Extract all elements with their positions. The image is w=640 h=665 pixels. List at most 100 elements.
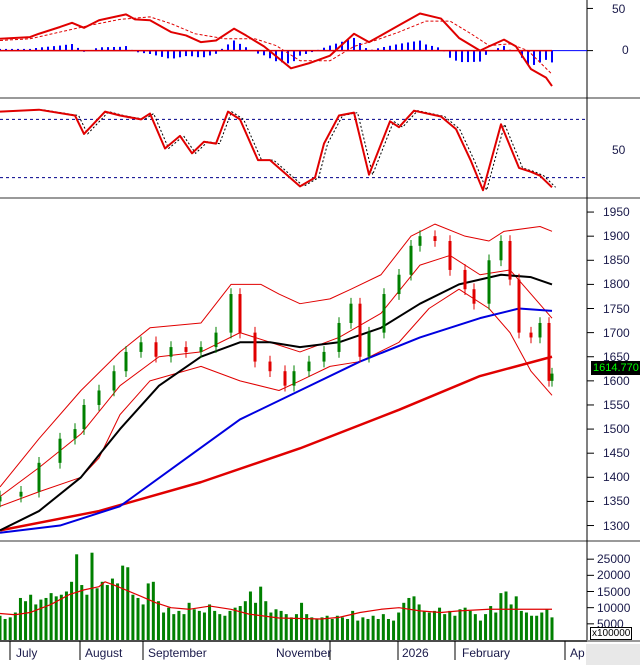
volume-bar xyxy=(504,591,508,640)
candle-body xyxy=(253,332,257,362)
macd-histogram-bar xyxy=(287,50,289,64)
macd-histogram-bar xyxy=(401,43,403,51)
candle-body xyxy=(199,347,203,352)
volume-bar xyxy=(540,612,544,640)
macd-histogram-bar xyxy=(29,48,31,51)
x-label-september: September xyxy=(148,646,207,660)
macd-histogram-bar xyxy=(209,50,211,56)
volume-bar xyxy=(519,610,523,640)
candle-body xyxy=(37,462,41,492)
volume-bar xyxy=(325,615,329,640)
candle-body xyxy=(538,322,542,338)
candle-body xyxy=(238,294,242,333)
candle-body xyxy=(214,332,218,348)
volume-bar xyxy=(264,601,268,640)
macd-histogram-bar xyxy=(215,50,217,54)
volume-bar xyxy=(330,618,334,640)
volume-bar xyxy=(136,597,140,640)
candle-body xyxy=(529,332,533,338)
candle-body xyxy=(0,496,2,502)
macd-histogram-bar xyxy=(113,46,115,51)
x-label-2026: 2026 xyxy=(402,646,429,660)
volume-bar xyxy=(530,615,534,640)
volume-bar xyxy=(427,612,431,640)
macd-histogram-bar xyxy=(47,46,49,51)
macd-histogram-bar xyxy=(71,44,73,51)
volume-bar xyxy=(351,610,355,640)
macd-histogram-bar xyxy=(461,50,463,63)
x-label-november: November xyxy=(276,646,332,660)
volume-bar xyxy=(197,610,201,640)
candle-body xyxy=(358,303,362,357)
bollinger-upper-band xyxy=(0,223,553,488)
candle-body xyxy=(322,351,326,362)
rsi-line xyxy=(0,108,553,192)
macd-histogram-bar xyxy=(137,50,139,53)
macd-histogram-bar xyxy=(221,48,223,51)
candle-body xyxy=(268,361,272,372)
price-tick-label: 1800 xyxy=(603,277,630,292)
macd-histogram-bar xyxy=(437,47,439,51)
volume-bar xyxy=(438,607,442,640)
macd-histogram-bar xyxy=(173,50,175,59)
candle-body xyxy=(292,371,296,386)
macd-histogram-bar xyxy=(449,50,451,58)
volume-bar xyxy=(371,615,375,640)
macd-histogram-bar xyxy=(203,50,205,58)
volume-bar xyxy=(310,617,314,640)
candle-body xyxy=(154,342,158,357)
price-tick-label: 1700 xyxy=(603,325,630,340)
volume-tick-label: 25000 xyxy=(597,552,631,567)
macd-histogram-bar xyxy=(299,50,301,56)
candle-body xyxy=(508,240,512,280)
volume-bar xyxy=(386,618,390,640)
macd-histogram-bar xyxy=(77,47,79,51)
volume-bar xyxy=(473,614,477,640)
volume-bar xyxy=(131,594,135,640)
volume-bar xyxy=(361,617,365,640)
volume-bar xyxy=(468,610,472,640)
rsi-tick: 50 xyxy=(612,143,626,157)
volume-bar xyxy=(64,591,68,640)
macd-histogram-bar xyxy=(383,47,385,51)
candle-body xyxy=(550,373,554,381)
volume-bar xyxy=(0,615,2,640)
volume-bar xyxy=(305,614,309,640)
macd-histogram-bar xyxy=(407,42,409,51)
volume-bar xyxy=(289,617,293,640)
volume-bar xyxy=(202,612,206,640)
volume-bar xyxy=(524,612,528,640)
macd-histogram-bar xyxy=(53,46,55,51)
volume-bar xyxy=(315,618,319,640)
volume-bar xyxy=(39,599,43,640)
volume-bar xyxy=(243,601,247,640)
candle-body xyxy=(367,332,371,357)
macd-histogram-bar xyxy=(395,44,397,51)
volume-bar xyxy=(177,610,181,640)
macd-tick: 50 xyxy=(612,2,626,16)
volume-bar xyxy=(162,612,166,640)
candle-body xyxy=(472,289,476,304)
volume-bar xyxy=(233,607,237,640)
candle-body xyxy=(73,429,77,439)
volume-bar xyxy=(422,610,426,640)
macd-histogram-bar xyxy=(419,40,421,51)
macd-histogram-bar xyxy=(281,50,283,63)
candle-body xyxy=(337,322,341,352)
volume-bar xyxy=(458,609,462,640)
macd-histogram-bar xyxy=(185,50,187,57)
macd-histogram-bar xyxy=(455,50,457,61)
volume-bar xyxy=(85,594,89,640)
volume-bar xyxy=(141,604,145,640)
macd-histogram-bar xyxy=(293,50,295,62)
price-tick-label: 1350 xyxy=(603,494,630,509)
volume-bar xyxy=(146,583,150,640)
candle-body xyxy=(19,491,23,497)
macd-histogram-bar xyxy=(467,50,469,63)
volume-bar xyxy=(172,614,176,640)
macd-histogram-bar xyxy=(353,37,355,51)
volume-bar xyxy=(478,620,482,640)
macd-histogram-bar xyxy=(335,43,337,51)
volume-bar xyxy=(402,602,406,640)
candle-body xyxy=(499,240,503,261)
